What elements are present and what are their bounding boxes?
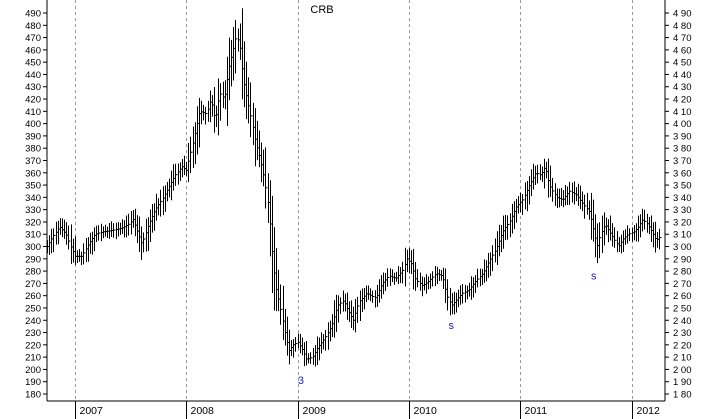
y-tick-label-left: 380 [25,144,41,155]
y-tick-label-left: 310 [25,230,41,241]
year-label: 2011 [525,405,548,417]
right-y-axis: 1 801 902 002 102 202 302 402 502 602 70… [665,9,692,401]
y-tick-label-right: 3 80 [673,144,692,155]
wave-annotation: s [591,271,597,283]
y-tick-label-left: 220 [25,340,41,351]
y-tick-label-left: 430 [25,82,41,93]
y-tick-label-left: 280 [25,267,41,278]
y-tick-label-left: 340 [25,193,41,204]
y-tick-label-right: 2 90 [673,254,692,265]
price-bars [47,8,662,367]
y-tick-label-right: 4 80 [673,21,692,32]
y-tick-label-left: 480 [25,21,41,32]
y-tick-label-left: 300 [25,242,41,253]
x-axis: 2007 2008 2009 2010 2011 2012 [75,401,661,419]
annotations: 3 s s [298,271,597,387]
year-label: 2008 [191,405,215,417]
y-tick-label-right: 4 10 [673,107,692,118]
y-tick-label-left: 410 [25,107,41,118]
y-tick-label-right: 3 20 [673,217,692,228]
y-tick-label-left: 450 [25,58,41,69]
y-tick-label-right: 2 30 [673,328,692,339]
wave-annotation: s [448,320,454,332]
y-tick-label-right: 2 70 [673,279,692,290]
wave-annotation: 3 [298,375,304,387]
y-tick-label-left: 470 [25,33,41,44]
y-tick-label-right: 3 30 [673,205,692,216]
y-tick-label-left: 270 [25,279,41,290]
y-tick-label-left: 200 [25,365,41,376]
y-tick-label-right: 3 00 [673,242,692,253]
y-tick-label-right: 4 30 [673,82,692,93]
y-tick-label-left: 210 [25,353,41,364]
left-y-axis: 1801902002102202302402502602702802903003… [25,9,47,401]
y-tick-label-right: 3 40 [673,193,692,204]
y-tick-label-left: 400 [25,119,41,130]
y-tick-label-left: 420 [25,95,41,106]
chart-title: CRB [310,4,333,16]
y-tick-label-left: 190 [25,377,41,388]
y-tick-label-right: 4 90 [673,9,692,20]
year-label: 2010 [414,405,438,417]
y-tick-label-right: 2 60 [673,291,692,302]
y-tick-label-right: 4 50 [673,58,692,69]
y-tick-label-right: 2 00 [673,365,692,376]
y-tick-label-left: 230 [25,328,41,339]
y-tick-label-left: 350 [25,181,41,192]
y-tick-label-right: 4 00 [673,119,692,130]
y-tick-label-right: 2 50 [673,303,692,314]
y-tick-label-left: 370 [25,156,41,167]
y-tick-label-right: 2 40 [673,316,692,327]
year-label: 2012 [637,405,661,417]
y-tick-label-right: 3 90 [673,131,692,142]
y-tick-label-left: 440 [25,70,41,81]
y-tick-label-right: 4 40 [673,70,692,81]
y-tick-label-right: 4 20 [673,95,692,106]
y-tick-label-right: 1 80 [673,390,692,401]
year-label: 2009 [303,405,327,417]
y-tick-label-right: 3 60 [673,168,692,179]
y-tick-label-right: 3 10 [673,230,692,241]
y-tick-label-left: 240 [25,316,41,327]
year-label: 2007 [80,405,104,417]
y-tick-label-right: 2 20 [673,340,692,351]
y-tick-label-right: 3 70 [673,156,692,167]
y-tick-label-right: 4 60 [673,45,692,56]
y-tick-label-left: 260 [25,291,41,302]
y-tick-label-left: 490 [25,9,41,20]
y-tick-label-left: 360 [25,168,41,179]
y-tick-label-left: 290 [25,254,41,265]
y-tick-label-left: 330 [25,205,41,216]
y-tick-label-left: 320 [25,217,41,228]
y-tick-label-right: 3 50 [673,181,692,192]
y-tick-label-left: 460 [25,45,41,56]
y-tick-label-right: 2 10 [673,353,692,364]
y-tick-label-right: 4 70 [673,33,692,44]
y-tick-label-right: 2 80 [673,267,692,278]
y-tick-label-left: 390 [25,131,41,142]
y-tick-label-right: 1 90 [673,377,692,388]
y-tick-label-left: 250 [25,303,41,314]
y-tick-label-left: 180 [25,390,41,401]
